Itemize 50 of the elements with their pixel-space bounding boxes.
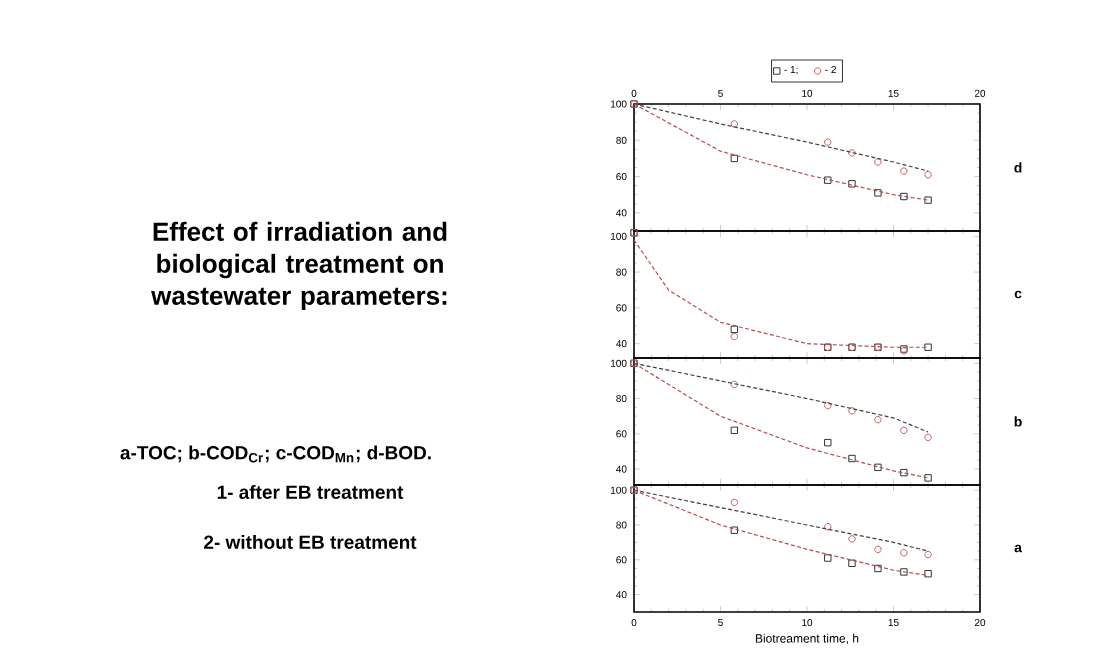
point bbox=[900, 549, 908, 557]
text: a-TOC; b-COD$_{Cr}$; c-COD$_{Mn}$; d-BOD. bbox=[120, 445, 431, 463]
point bbox=[900, 426, 908, 434]
line-series bbox=[634, 362, 929, 479]
point bbox=[848, 559, 856, 567]
point bbox=[924, 550, 932, 559]
point bbox=[730, 120, 739, 128]
text: 1- after EB treatment bbox=[217, 484, 404, 499]
point bbox=[924, 433, 932, 442]
point bbox=[824, 401, 832, 410]
point bbox=[900, 167, 908, 175]
point bbox=[874, 189, 882, 197]
point bbox=[730, 380, 739, 389]
point bbox=[824, 523, 832, 531]
point bbox=[848, 149, 856, 157]
point bbox=[824, 138, 832, 146]
point bbox=[874, 416, 882, 424]
point bbox=[924, 196, 932, 204]
point bbox=[874, 545, 882, 554]
line-series bbox=[634, 103, 929, 172]
point bbox=[848, 454, 856, 463]
point bbox=[730, 426, 739, 434]
point bbox=[824, 554, 832, 562]
point bbox=[730, 498, 739, 507]
point bbox=[924, 171, 932, 179]
line-series bbox=[634, 489, 929, 577]
point bbox=[730, 325, 739, 334]
point bbox=[848, 407, 856, 415]
line-series bbox=[634, 103, 929, 201]
point bbox=[900, 468, 908, 477]
point bbox=[730, 526, 739, 534]
point bbox=[924, 474, 932, 482]
point bbox=[924, 569, 932, 578]
point bbox=[730, 154, 739, 163]
point bbox=[848, 180, 856, 188]
line-series bbox=[634, 362, 929, 433]
point bbox=[824, 438, 832, 447]
line-series bbox=[634, 239, 929, 348]
point bbox=[824, 176, 832, 184]
line-series bbox=[634, 489, 929, 552]
point bbox=[900, 192, 908, 201]
point bbox=[874, 158, 882, 166]
text: 2- without EB treatment bbox=[204, 534, 417, 549]
point bbox=[924, 343, 932, 351]
point bbox=[874, 564, 882, 573]
point bbox=[874, 463, 882, 472]
point bbox=[900, 568, 908, 576]
point bbox=[730, 332, 739, 341]
point bbox=[848, 535, 856, 543]
text: Effect of irradiation and biological treatment on wastewater parameters: bbox=[151, 221, 447, 311]
